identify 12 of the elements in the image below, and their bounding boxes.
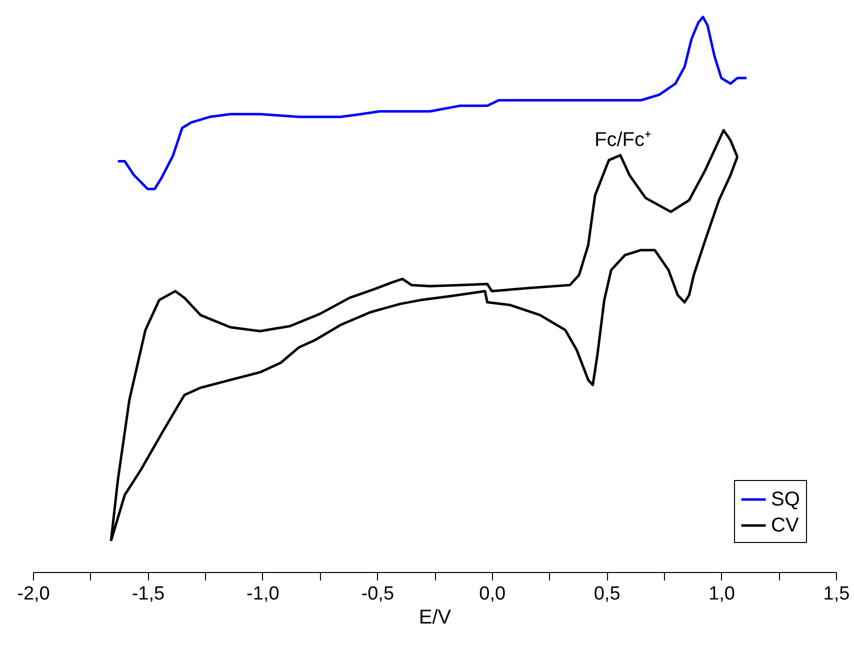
x-tick-label: 0,0 — [479, 584, 506, 604]
x-tick-label: -0,5 — [361, 584, 394, 604]
x-tick-label: -1,5 — [132, 584, 165, 604]
x-tick-label: -1,0 — [246, 584, 280, 604]
legend-label: CV — [771, 514, 800, 536]
x-tick-label: 0,5 — [594, 584, 620, 604]
annotation: Fc/Fc⁺ — [594, 129, 652, 151]
legend-label: SQ — [771, 488, 800, 510]
x-tick-label: 1,0 — [708, 584, 735, 604]
x-tick-label: 1,5 — [823, 584, 850, 604]
x-axis-title: E/V — [418, 606, 452, 628]
x-tick-label: -2,0 — [17, 584, 50, 604]
